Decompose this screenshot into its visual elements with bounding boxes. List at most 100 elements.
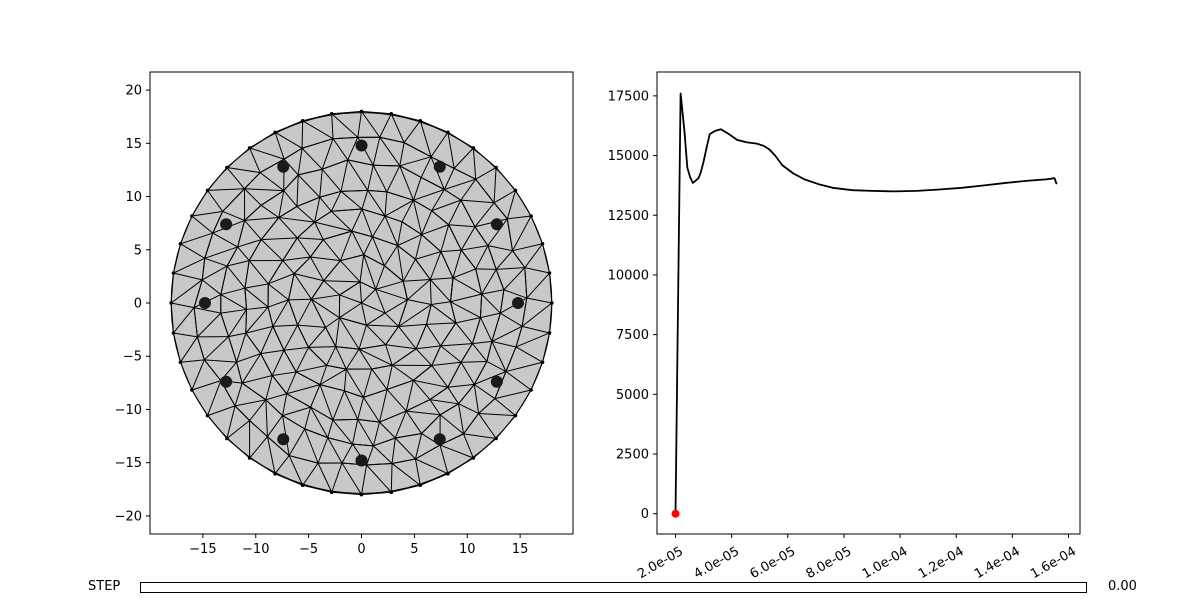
mesh-edge	[339, 302, 362, 319]
mesh-axes-ticks: −15 −10 −5 0 5 10 15 20 15 10 5 0 −5 −10 −15 −20	[115, 84, 529, 557]
mesh-node	[205, 188, 210, 193]
mesh-edge	[475, 167, 497, 180]
mesh-edge	[460, 249, 477, 270]
mesh-edge	[461, 245, 488, 251]
mesh-edge	[267, 306, 274, 327]
mesh-edge	[361, 208, 386, 217]
line-axes-frame	[656, 71, 1081, 535]
mesh-edge	[308, 346, 336, 348]
mesh-edge	[321, 138, 334, 170]
mesh-edge	[314, 221, 324, 240]
mesh-edge	[440, 322, 457, 347]
mesh-edge	[241, 353, 262, 384]
mesh-edge	[304, 428, 319, 464]
mesh-edge	[429, 251, 442, 280]
mesh-edge	[207, 190, 224, 212]
y-tick-label: 10	[125, 190, 142, 205]
mesh-edge	[245, 309, 248, 334]
mesh-edge	[366, 324, 386, 346]
mesh-edge	[193, 307, 221, 314]
mesh-edge	[272, 371, 297, 376]
mesh-edge	[304, 428, 328, 439]
y-tick-label: 5	[134, 243, 142, 258]
mesh-edge	[448, 224, 462, 251]
mesh-edge	[319, 190, 342, 198]
mesh-edge	[431, 210, 449, 226]
mesh-node	[471, 456, 476, 460]
mesh-edge	[220, 294, 247, 310]
step-slider-label: STEP	[88, 579, 121, 594]
mesh-layer	[169, 109, 554, 497]
series-line	[674, 92, 1058, 514]
x-tick-label: 0	[357, 542, 365, 557]
mesh-edge	[220, 308, 247, 314]
mesh-edge	[361, 491, 392, 496]
mesh-edge	[173, 243, 181, 274]
mesh-edge	[249, 147, 261, 173]
mesh-edge	[267, 436, 290, 456]
mesh-edge	[272, 326, 285, 351]
mesh-edge	[228, 309, 247, 337]
mesh-edge	[340, 159, 349, 192]
mesh-edge	[271, 350, 285, 376]
mesh-edge	[202, 265, 228, 281]
mesh-edge	[310, 406, 329, 438]
mesh-edge	[386, 365, 393, 390]
mesh-node	[359, 492, 364, 497]
mesh-edge	[246, 306, 269, 310]
mesh-edge	[283, 346, 309, 351]
mesh-edge	[414, 458, 421, 486]
mesh-edge	[384, 265, 404, 282]
mesh-node	[273, 471, 277, 476]
mesh-edge	[431, 361, 462, 367]
mesh-edge	[339, 317, 367, 326]
mesh-edge	[524, 267, 528, 299]
mesh-edge	[494, 389, 532, 400]
mesh-edge	[487, 245, 513, 252]
mesh-edge	[407, 279, 431, 301]
mesh-edge	[265, 375, 273, 400]
mesh-edge	[384, 299, 408, 314]
mesh-edge	[302, 120, 334, 140]
mesh-edge	[379, 410, 407, 423]
mesh-edge	[512, 215, 532, 251]
mesh-edge	[282, 237, 298, 261]
mesh-edge	[461, 360, 487, 363]
electrode-marker	[512, 297, 525, 309]
x-tick-label: 1.4e-04	[972, 544, 1023, 582]
mesh-edge	[440, 224, 450, 252]
mesh-edge	[473, 147, 497, 168]
mesh-edge	[286, 384, 321, 395]
mesh-node	[171, 331, 176, 335]
mesh-edge	[244, 172, 261, 190]
mesh-edge	[325, 327, 337, 347]
mesh-edge	[486, 341, 493, 362]
mesh-edge	[203, 336, 229, 361]
electrode-marker	[198, 297, 211, 309]
mesh-edge	[326, 364, 347, 370]
mesh-edge	[506, 218, 514, 251]
mesh-edge	[473, 361, 488, 385]
mesh-edge	[204, 246, 238, 259]
mesh-edge	[414, 433, 423, 460]
mesh-edge	[311, 298, 340, 319]
mesh-edge	[447, 131, 474, 149]
mesh-edge	[323, 280, 361, 283]
mesh-edge	[524, 267, 550, 274]
mesh-edge	[474, 202, 495, 228]
mesh-node	[329, 490, 334, 495]
mesh-edge	[505, 361, 543, 372]
mesh-edge	[204, 359, 237, 363]
mesh-edge	[332, 390, 345, 421]
mesh-edge	[278, 217, 298, 239]
step-slider[interactable]	[140, 582, 1087, 593]
mesh-edge	[447, 387, 459, 405]
x-tick-label: −15	[189, 542, 216, 557]
mesh-edge	[286, 393, 311, 408]
mesh-edge	[347, 159, 374, 166]
mesh-node	[494, 436, 498, 441]
mesh-edge	[372, 421, 380, 446]
mesh-edge	[237, 239, 262, 248]
mesh-edge	[373, 164, 400, 167]
